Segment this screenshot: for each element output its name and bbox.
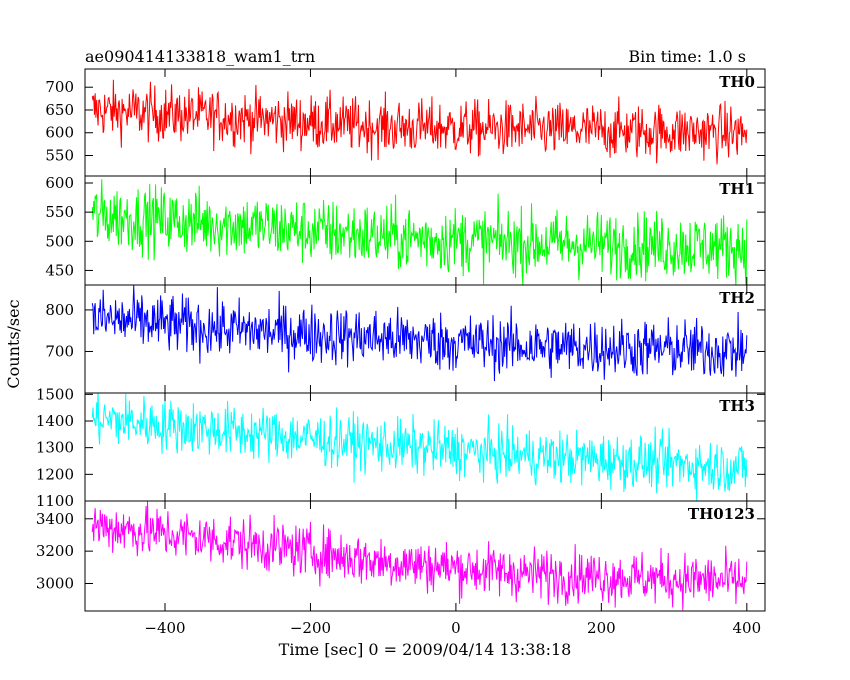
x-tick-label: −400 <box>144 619 185 637</box>
series-line-th2 <box>91 285 748 382</box>
y-tick-label: 600 <box>45 174 74 192</box>
y-tick-label: 3200 <box>36 542 74 560</box>
series-label: TH0 <box>719 73 755 91</box>
panel-th0: 550 600 650 700 TH0 <box>45 68 766 177</box>
x-axis: −400 −200 0 200 400 <box>144 69 761 637</box>
x-tick-label: 0 <box>451 619 461 637</box>
y-axis-label: Counts/sec <box>4 299 23 388</box>
y-tick-label: 500 <box>45 232 74 250</box>
y-tick-label: 600 <box>45 124 74 142</box>
series-line-th3 <box>91 393 748 501</box>
x-tick-label: 200 <box>587 619 616 637</box>
y-tick-label: 700 <box>45 342 74 360</box>
panel-th1: 450 500 550 600 TH1 <box>45 174 766 286</box>
y-tick-label: 3400 <box>36 510 74 528</box>
panel-th3: 1100 1200 1300 1400 1500 TH3 <box>36 385 766 510</box>
x-tick-label: 400 <box>732 619 761 637</box>
y-tick-label: 800 <box>45 301 74 319</box>
series-line-th0123 <box>91 501 748 611</box>
series-label: TH2 <box>719 289 755 307</box>
series-label: TH1 <box>719 180 755 198</box>
y-tick-label: 550 <box>45 147 74 165</box>
chart-title: ae090414133818_wam1_trn <box>85 47 315 66</box>
y-tick-label: 550 <box>45 203 74 221</box>
series-label: TH3 <box>719 397 755 415</box>
y-tick-label: 3000 <box>36 575 74 593</box>
x-axis-label: Time [sec] 0 = 2009/04/14 13:38:18 <box>279 640 572 659</box>
panel-frame <box>84 500 766 612</box>
y-tick-label: 650 <box>45 101 74 119</box>
y-tick-label: 450 <box>45 261 74 279</box>
y-tick-label: 1300 <box>36 439 74 457</box>
series-label: TH0123 <box>688 505 755 523</box>
y-tick-label: 1200 <box>36 465 74 483</box>
y-tick-label: 700 <box>45 78 74 96</box>
panel-th0123: 3000 3200 3400 TH0123 <box>36 500 766 612</box>
x-tick-label: −200 <box>290 619 331 637</box>
panel-th2: 700 800 TH2 <box>45 284 766 394</box>
y-tick-label: 1100 <box>36 492 74 510</box>
y-tick-label: 1500 <box>36 385 74 403</box>
bin-time-label: Bin time: 1.0 s <box>628 47 746 66</box>
series-line-th0 <box>91 79 748 165</box>
y-tick-label: 1400 <box>36 412 74 430</box>
series-line-th1 <box>91 179 748 285</box>
panels-group: 550 600 650 700 TH0 450 500 550 600 TH1 700 800 TH2 1… <box>36 68 766 612</box>
